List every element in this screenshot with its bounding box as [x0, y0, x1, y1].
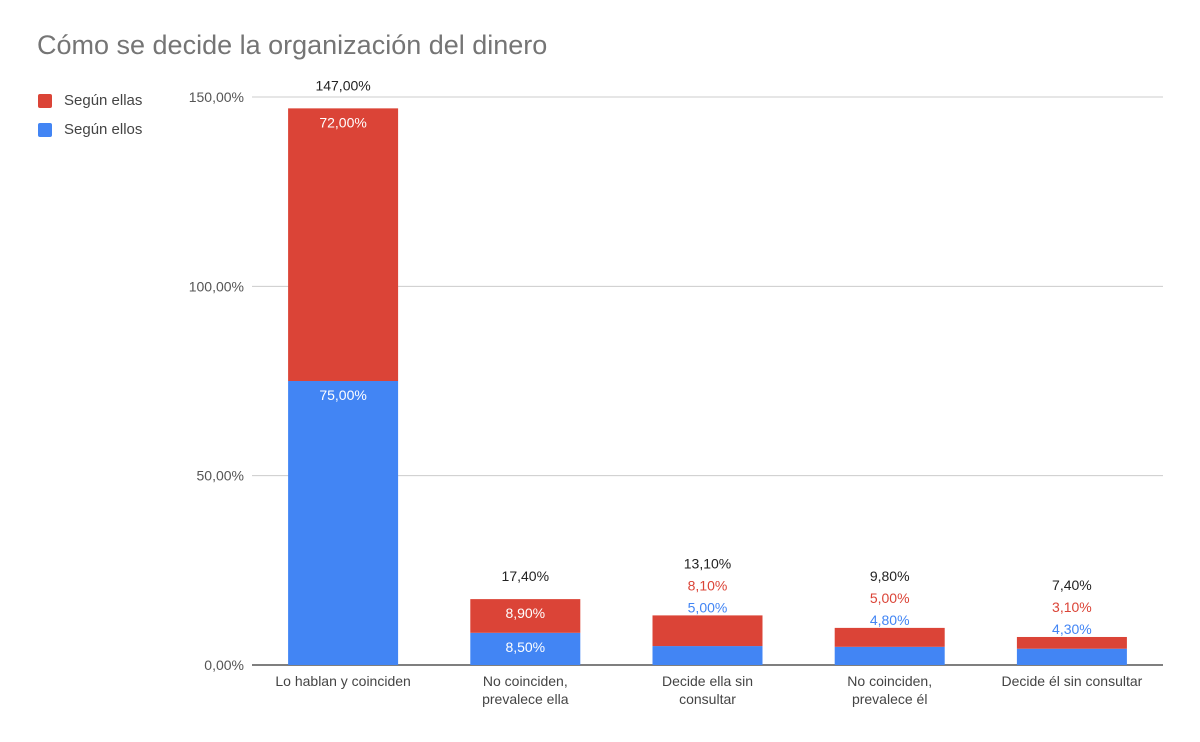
- total-label: 13,10%: [684, 555, 731, 571]
- data-label-ellos: 8,50%: [505, 639, 545, 655]
- total-label: 147,00%: [315, 77, 370, 93]
- x-tick-label: Lo hablan y coinciden: [275, 673, 410, 689]
- x-tick-label: No coinciden,: [483, 673, 568, 689]
- legend-item-ellas[interactable]: Según ellas: [38, 86, 142, 115]
- data-label-ellos: 4,80%: [870, 612, 910, 628]
- total-label: 7,40%: [1052, 577, 1092, 593]
- legend-swatch-ellas: [38, 93, 52, 108]
- data-label-ellas: 3,10%: [1052, 599, 1092, 615]
- y-tick-label: 50,00%: [197, 468, 244, 484]
- x-tick-label: prevalece él: [852, 691, 928, 707]
- data-label-ellos: 75,00%: [319, 387, 366, 403]
- total-label: 9,80%: [870, 568, 910, 584]
- data-label-ellos: 4,30%: [1052, 621, 1092, 637]
- legend-swatch-ellos: [38, 122, 52, 137]
- x-tick-label: prevalece ella: [482, 691, 569, 707]
- data-label-ellas: 8,90%: [505, 605, 545, 621]
- x-tick-label: Decide él sin consultar: [1001, 673, 1142, 689]
- x-tick-label: consultar: [679, 691, 736, 707]
- data-label-ellos: 5,00%: [688, 599, 728, 615]
- y-tick-label: 150,00%: [189, 89, 244, 105]
- bar-segment-ellos[interactable]: [652, 646, 763, 665]
- y-tick-label: 0,00%: [204, 657, 244, 673]
- x-tick-label: Decide ella sin: [662, 673, 753, 689]
- y-tick-label: 100,00%: [189, 278, 244, 294]
- legend-label-ellos: Según ellos: [64, 121, 143, 138]
- bar-segment-ellas[interactable]: [1016, 636, 1127, 649]
- bar-segment-ellas[interactable]: [652, 615, 763, 647]
- bar-segment-ellas[interactable]: [470, 599, 581, 633]
- legend: Según ellas Según ellos: [38, 86, 142, 144]
- bar-segment-ellas[interactable]: [834, 627, 945, 647]
- legend-item-ellos[interactable]: Según ellos: [38, 115, 142, 144]
- bar-segment-ellos[interactable]: [1016, 648, 1127, 665]
- total-label: 17,40%: [502, 568, 549, 584]
- data-label-ellas: 72,00%: [319, 114, 366, 130]
- bar-segment-ellos[interactable]: [288, 381, 399, 665]
- bar-segment-ellos[interactable]: [470, 632, 581, 665]
- bar-segment-ellas[interactable]: [288, 108, 399, 382]
- bar-segment-ellos[interactable]: [834, 646, 945, 665]
- x-tick-label: No coinciden,: [847, 673, 932, 689]
- data-label-ellas: 8,10%: [688, 577, 728, 593]
- data-label-ellas: 5,00%: [870, 590, 910, 606]
- legend-label-ellas: Según ellas: [64, 92, 143, 109]
- chart-title: Cómo se decide la organización del diner…: [37, 30, 548, 60]
